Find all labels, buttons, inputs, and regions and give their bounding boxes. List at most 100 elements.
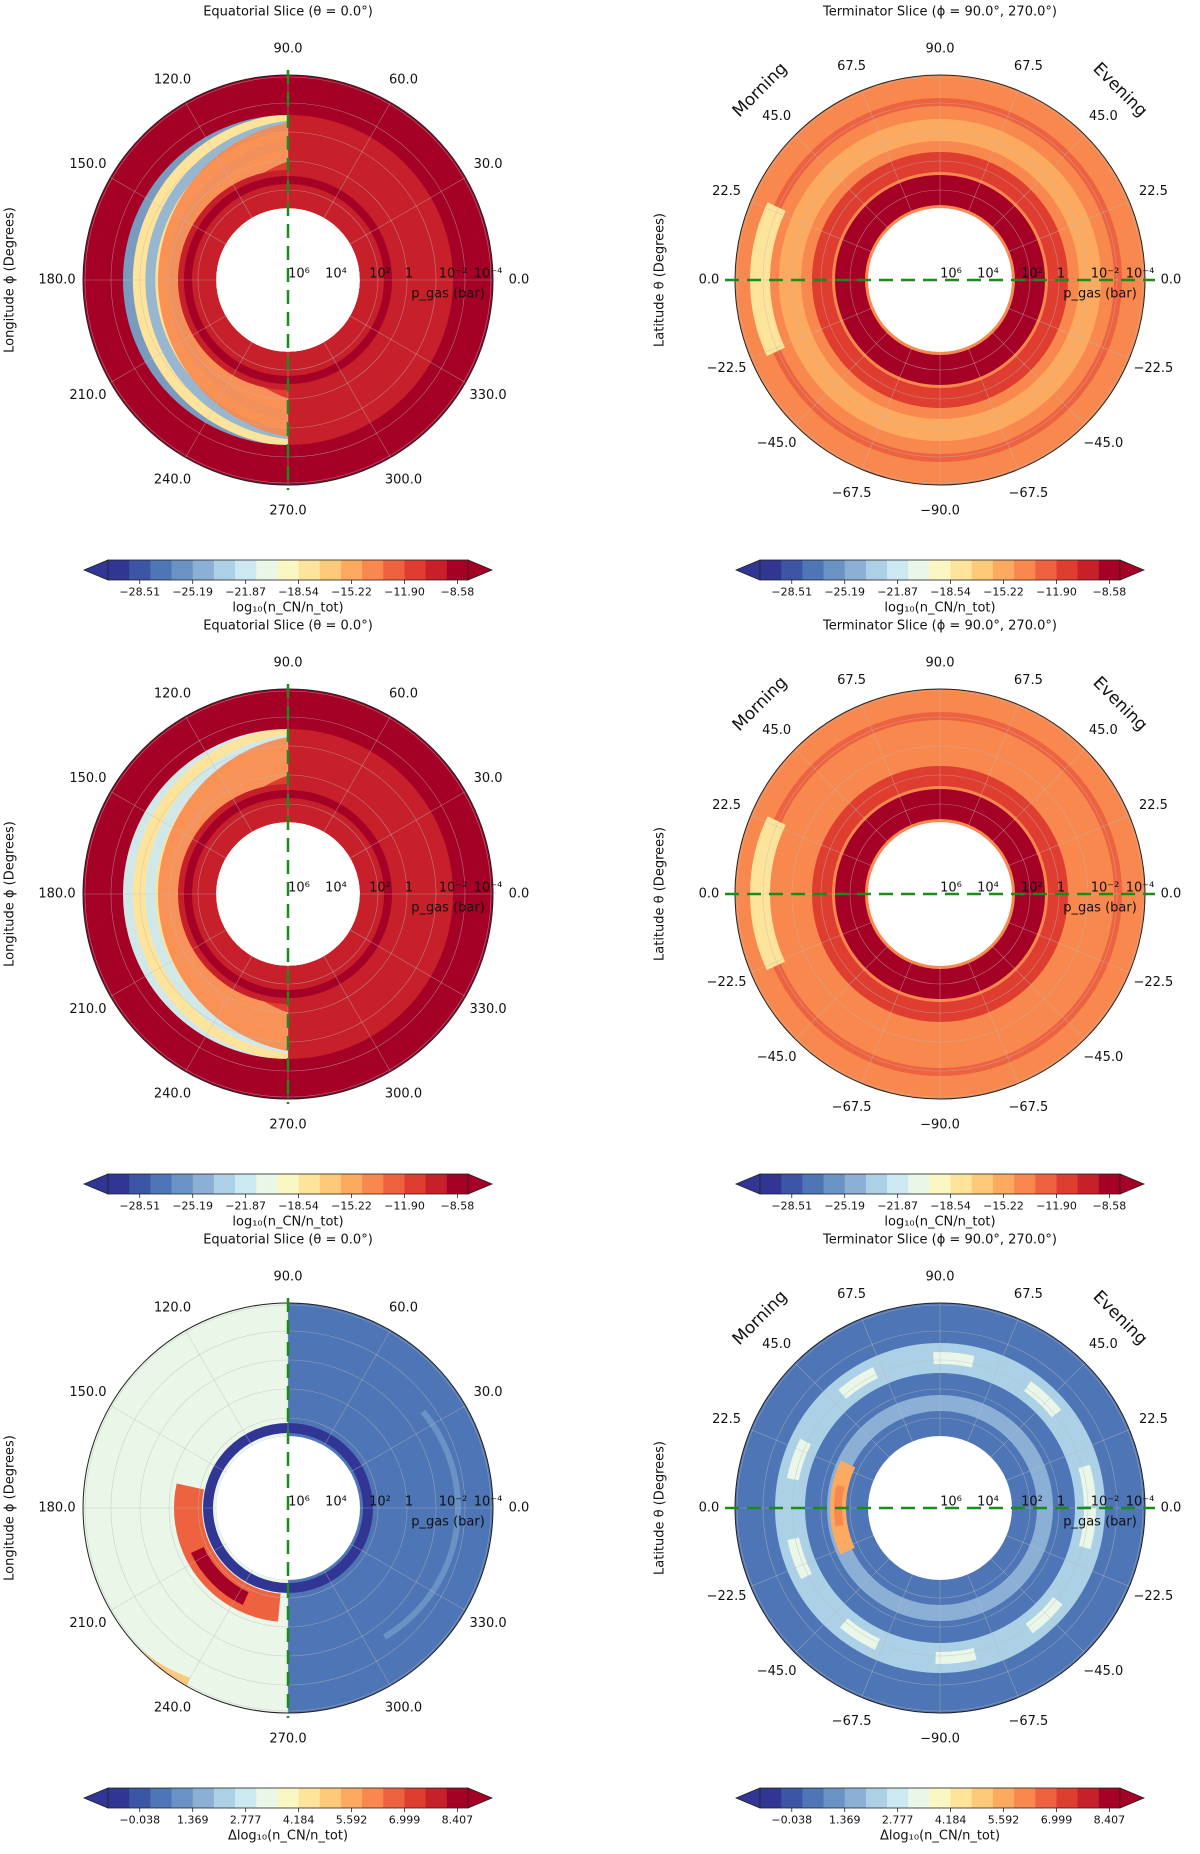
angle-tick-label: 120.0	[154, 1300, 191, 1315]
colorbar-tick-label: 6.999	[389, 1814, 421, 1827]
radial-tick-label: 10⁴	[325, 267, 347, 282]
angle-tick-label: 22.5	[1139, 1412, 1168, 1427]
angle-tick-label: −45.0	[1083, 1050, 1123, 1065]
colorbar-swatch	[865, 560, 888, 580]
angle-tick-label: 90.0	[926, 1270, 955, 1285]
angle-tick-label: 330.0	[469, 388, 506, 403]
panel-title: Equatorial Slice (θ = 0.0°)	[203, 5, 373, 20]
radial-tick-label: 10²	[369, 881, 391, 896]
angle-tick-label: 210.0	[69, 1002, 106, 1017]
panel-title: Equatorial Slice (θ = 0.0°)	[203, 1233, 373, 1248]
radial-tick-label: 10⁶	[288, 1495, 310, 1510]
colorbar-tick-label: −11.90	[384, 1200, 425, 1213]
colorbar-tick-label: −21.87	[225, 586, 266, 599]
angle-tick-label: 67.5	[1014, 673, 1043, 688]
angle-tick-label: 67.5	[1014, 1287, 1043, 1302]
colorbar-swatch	[971, 1788, 994, 1808]
colorbar-swatch	[865, 1788, 888, 1808]
colorbar-swatch	[298, 1174, 321, 1194]
colorbar-swatch	[1056, 1788, 1079, 1808]
radial-tick-label: 10⁴	[977, 881, 999, 896]
radial-tick-label: 10⁻⁴	[474, 267, 503, 282]
angle-tick-label: 150.0	[69, 1385, 106, 1400]
colorbar-swatch	[362, 1174, 384, 1194]
radial-tick-label: 10⁴	[977, 267, 999, 282]
angle-tick-label: 45.0	[1089, 723, 1118, 738]
colorbar-swatch	[362, 1788, 384, 1808]
colorbar-swatch	[383, 1174, 405, 1194]
angle-tick-label: 22.5	[1139, 798, 1168, 813]
colorbar-swatch	[823, 560, 846, 580]
radial-tick-label: 10⁶	[940, 1495, 962, 1510]
radial-tick-label: 10⁻²	[439, 881, 468, 896]
angle-tick-label: −45.0	[757, 436, 797, 451]
radial-tick-label: 10⁻²	[1091, 881, 1120, 896]
angle-tick-label: −90.0	[920, 1118, 960, 1133]
angle-tick-label: −45.0	[1083, 436, 1123, 451]
colorbar: −28.51 −25.19 −21.87 −18.54 −15.22 −11.90 −8.5…	[734, 1173, 1146, 1230]
colorbar-swatch	[150, 1174, 173, 1194]
angle-tick-label: −22.5	[1133, 1589, 1173, 1604]
colorbar-tick-label: 8.407	[1094, 1814, 1126, 1827]
angle-tick-label: 0.0	[509, 1501, 530, 1516]
panel-4: Terminator Slice (ϕ = 90.0°, 270.0°) 0.0 2…	[653, 619, 1182, 1230]
colorbar-tick-label: 5.592	[988, 1814, 1020, 1827]
colorbar-tick-label: −15.22	[983, 1200, 1024, 1213]
angle-tick-label: 0.0	[509, 887, 530, 902]
colorbar-tick-label: −8.58	[441, 586, 475, 599]
colorbar-tick-label: −21.87	[877, 586, 918, 599]
colorbar-swatch	[802, 1788, 825, 1808]
diff-day-contour	[155, 1355, 461, 1661]
colorbar-swatch	[171, 560, 194, 580]
colorbar-swatch	[992, 1788, 1015, 1808]
angle-axis-label: Longitude ϕ (Degrees)	[3, 207, 18, 353]
colorbar-tick-label: −8.58	[1093, 1200, 1127, 1213]
radial-tick-label: 10⁶	[288, 881, 310, 896]
colorbar-swatch	[256, 1788, 278, 1808]
angle-tick-label: −22.5	[707, 975, 747, 990]
colorbar-swatch	[150, 560, 173, 580]
angle-tick-label: 0.0	[699, 1501, 720, 1516]
angle-axis-label: Longitude ϕ (Degrees)	[3, 1435, 18, 1581]
colorbar-swatch	[781, 560, 803, 580]
colorbar-swatch	[404, 1174, 427, 1194]
colorbar-tick-label: −8.58	[441, 1200, 475, 1213]
colorbar-tick-label: −0.038	[771, 1814, 812, 1827]
colorbar-swatch	[908, 1788, 930, 1808]
colorbar-swatch	[992, 560, 1015, 580]
colorbar-tick-label: −11.90	[1036, 1200, 1077, 1213]
colorbar-tick-label: −11.90	[384, 586, 425, 599]
colorbar-swatch	[971, 1174, 994, 1194]
colorbar-swatch	[319, 1174, 342, 1194]
radial-tick-label: 10⁻²	[439, 1495, 468, 1510]
radial-tick-label: 10⁻²	[1091, 1495, 1120, 1510]
colorbar-tick-label: 2.777	[230, 1814, 262, 1827]
angle-tick-label: 180.0	[38, 1501, 75, 1516]
colorbar-tick-label: −25.19	[172, 586, 213, 599]
colorbar-swatch	[908, 1174, 930, 1194]
colorbar-swatch	[340, 1174, 363, 1194]
angle-tick-label: 180.0	[38, 887, 75, 902]
radial-tick-label: 10⁻²	[439, 267, 468, 282]
colorbar-swatch	[340, 1788, 363, 1808]
angle-tick-label: 45.0	[1089, 1337, 1118, 1352]
radial-tick-label: 10⁻⁴	[1126, 267, 1155, 282]
term-morning-warm	[750, 714, 1110, 1074]
radial-tick-label: 1	[1057, 1495, 1065, 1510]
colorbar-swatch	[844, 1788, 867, 1808]
colorbar-swatch	[362, 560, 384, 580]
inner-hole	[869, 209, 1011, 351]
colorbar-extend-low	[734, 1787, 761, 1809]
angle-tick-label: −67.5	[1008, 1100, 1048, 1115]
colorbar-swatch	[1056, 1174, 1079, 1194]
colorbar-swatch	[213, 1788, 236, 1808]
colorbar-swatch	[760, 1788, 782, 1808]
angle-tick-label: 67.5	[1014, 59, 1043, 74]
panel-title: Terminator Slice (ϕ = 90.0°, 270.0°)	[822, 619, 1057, 634]
colorbar-tick-label: −15.22	[331, 1200, 372, 1213]
radial-tick-label: 10⁶	[288, 267, 310, 282]
radial-tick-label: 10²	[1021, 1495, 1043, 1510]
angle-tick-label: 300.0	[385, 1701, 422, 1716]
angle-tick-label: −67.5	[832, 1100, 872, 1115]
colorbar-swatch	[781, 1174, 803, 1194]
